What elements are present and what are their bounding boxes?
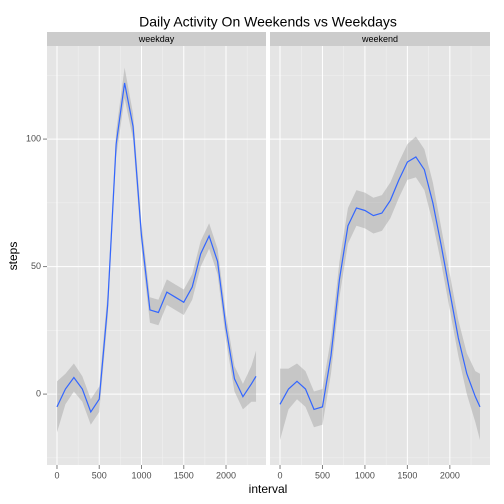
y-tick-label: 0 (36, 388, 41, 398)
x-tick-label: 1500 (174, 470, 194, 480)
panel-background (270, 46, 490, 465)
panel-background (47, 46, 266, 465)
x-tick-label: 0 (278, 470, 283, 480)
y-tick-label: 50 (31, 261, 41, 271)
x-tick-label: 500 (315, 470, 330, 480)
y-axis-label: steps (6, 242, 20, 271)
confidence-band (56, 67, 257, 433)
x-tick-label: 1000 (131, 470, 151, 480)
smooth-line (56, 82, 257, 414)
x-tick-label: 1000 (355, 470, 375, 480)
y-tick-label: 100 (26, 133, 41, 143)
strip-label: weekday (138, 34, 175, 44)
chart-title: Daily Activity On Weekends vs Weekdays (139, 14, 397, 30)
strip-background (270, 32, 490, 46)
x-tick-label: 0 (54, 470, 59, 480)
smooth-line (279, 156, 481, 411)
strip-label: weekend (361, 34, 398, 44)
x-axis-label: interval (249, 482, 288, 496)
x-tick-label: 2000 (440, 470, 460, 480)
strip-background (47, 32, 266, 46)
x-tick-label: 500 (92, 470, 107, 480)
x-tick-label: 1500 (397, 470, 417, 480)
x-tick-label: 2000 (216, 470, 236, 480)
